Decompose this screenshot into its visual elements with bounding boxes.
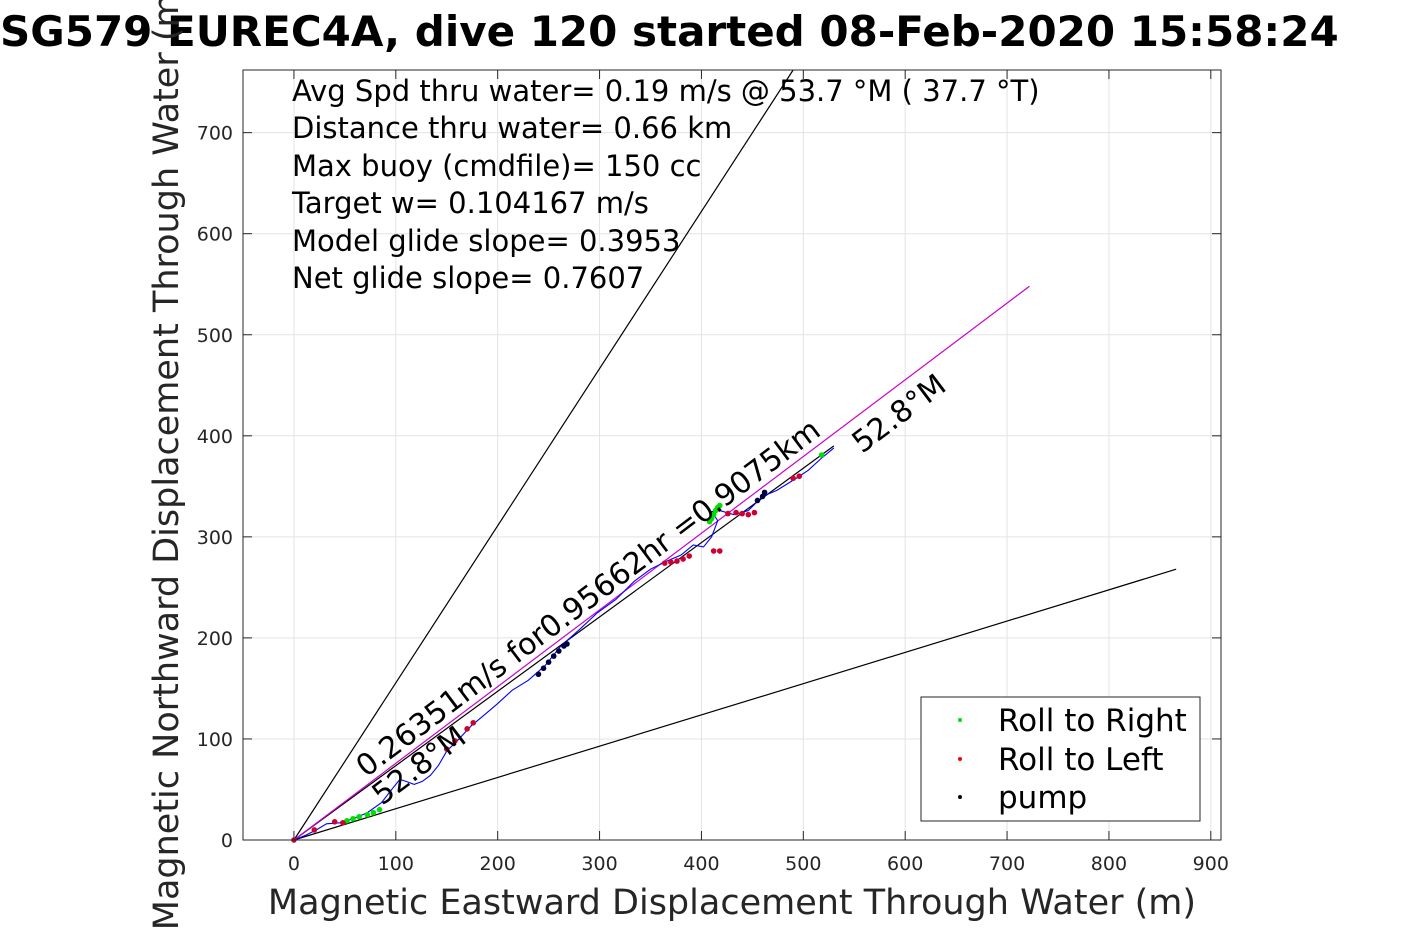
data-point: [545, 659, 552, 665]
data-point: [745, 511, 752, 518]
chart-title: SG579 EUREC4A, dive 120 started 08-Feb-2…: [0, 7, 1339, 56]
y-tick-label: 500: [197, 325, 233, 347]
data-point: [761, 489, 768, 496]
data-point: [733, 509, 739, 516]
data-point: [452, 738, 458, 744]
data-point: [464, 726, 470, 732]
info-line: Model glide slope= 0.3953: [292, 224, 680, 258]
info-text-block: Avg Spd thru water= 0.19 m/s @ 53.7 °M (…: [291, 74, 1040, 295]
data-point: [725, 510, 731, 517]
legend-entry-roll-right: Roll to Right: [958, 703, 1187, 739]
x-tick-label: 100: [378, 853, 414, 875]
data-point: [556, 648, 562, 654]
data-point: [311, 827, 318, 833]
legend-marker-roll-left: [958, 757, 962, 761]
y-tick-labels: 0 100 200 300 400 500 600 700: [197, 123, 233, 852]
data-point: [716, 502, 723, 509]
legend-entry-pump: pump: [958, 780, 1087, 816]
y-tick-label: 200: [197, 628, 233, 650]
data-point: [564, 641, 570, 647]
info-line: Distance thru water= 0.66 km: [292, 111, 732, 145]
y-tick-label: 300: [197, 527, 233, 549]
data-point: [540, 665, 547, 672]
data-point: [668, 559, 674, 565]
data-point: [751, 509, 758, 516]
data-point: [356, 813, 362, 820]
data-point: [550, 653, 557, 659]
data-point: [331, 819, 338, 825]
legend-entry-roll-left: Roll to Left: [958, 742, 1164, 778]
x-tick-label: 0: [288, 853, 300, 875]
legend-label-roll-left: Roll to Left: [998, 742, 1164, 778]
x-tick-label: 800: [1091, 853, 1127, 875]
legend-label-pump: pump: [998, 780, 1087, 816]
data-point: [674, 558, 680, 564]
info-line: Net glide slope= 0.7607: [292, 261, 644, 295]
axes-box: [242, 69, 1222, 841]
data-point: [739, 510, 745, 517]
reference-line-upper-bound: [293, 69, 794, 841]
x-axis-label: Magnetic Eastward Displacement Through W…: [268, 883, 1196, 923]
reference-line-lower-bound: [293, 568, 1177, 841]
legend-box: [920, 696, 1201, 822]
data-point: [443, 746, 450, 752]
data-series: [291, 447, 835, 843]
y-tick-label: 600: [197, 224, 233, 246]
data-point: [370, 809, 377, 816]
data-point: [680, 556, 686, 562]
info-line: Avg Spd thru water= 0.19 m/s @ 53.7 °M (…: [292, 74, 1040, 108]
data-point: [754, 497, 761, 504]
x-tick-label: 700: [989, 853, 1025, 875]
x-tick-label: 200: [480, 853, 516, 875]
info-line: Max buoy (cmdfile)= 150 cc: [292, 149, 701, 183]
data-point: [710, 548, 717, 554]
x-tick-label: 400: [683, 853, 719, 875]
data-point: [716, 548, 723, 554]
scatter-series: [344, 452, 825, 824]
data-point: [818, 452, 825, 458]
data-point: [661, 560, 668, 566]
data-point: [376, 806, 383, 813]
legend: Roll to Right Roll to Left pump: [920, 696, 1201, 822]
data-point: [686, 553, 693, 559]
heading-end-annotation: 52.8°M: [846, 368, 953, 461]
y-tick-label: 100: [197, 729, 233, 751]
x-tick-label: 600: [887, 853, 923, 875]
data-point: [340, 820, 346, 826]
x-tick-label: 300: [581, 853, 617, 875]
scatter-series: [535, 489, 768, 678]
segment-annotation: 0.26351m/s for0.95662hr =0.9075km: [350, 413, 827, 785]
data-point: [350, 815, 356, 822]
ticks: [243, 70, 1221, 841]
info-line: Target w= 0.104167 m/s: [291, 186, 649, 220]
data-point: [790, 475, 796, 482]
data-point: [364, 811, 371, 818]
data-point: [470, 719, 477, 726]
y-tick-label: 700: [197, 123, 233, 145]
data-point: [535, 671, 542, 678]
y-axis-label: Magnetic Northward Displacement Through …: [147, 0, 187, 930]
legend-marker-roll-right: [958, 718, 962, 722]
legend-label-roll-right: Roll to Right: [998, 703, 1187, 739]
x-tick-label: 900: [1193, 853, 1229, 875]
y-tick-label: 400: [197, 426, 233, 448]
legend-marker-pump: [958, 795, 962, 799]
data-point: [796, 473, 803, 480]
y-tick-label: 0: [221, 830, 233, 852]
x-tick-labels: 0 100 200 300 400 500 600 700 800 900: [288, 853, 1229, 875]
x-tick-label: 500: [785, 853, 821, 875]
